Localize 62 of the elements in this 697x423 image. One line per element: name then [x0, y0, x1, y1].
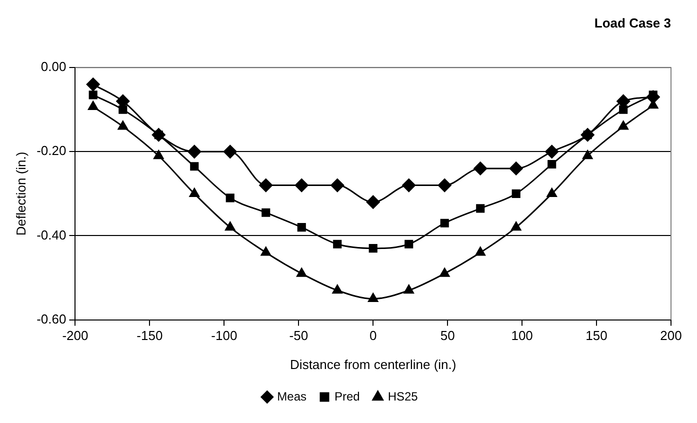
point — [474, 162, 488, 176]
point — [188, 144, 202, 158]
point — [223, 144, 237, 158]
point — [546, 188, 557, 197]
point — [404, 240, 414, 248]
point — [440, 268, 450, 277]
point — [511, 222, 522, 231]
point — [509, 162, 523, 176]
point — [86, 78, 100, 92]
x-tick-label: 100 — [511, 328, 533, 344]
point — [190, 162, 199, 171]
point — [582, 150, 593, 160]
point — [618, 120, 628, 130]
point — [368, 293, 378, 302]
x-axis-title: Distance from centerline (in.) — [290, 356, 456, 372]
point — [438, 178, 452, 192]
point — [545, 144, 559, 158]
point — [226, 194, 234, 202]
point — [402, 178, 416, 192]
x-tick-label: -150 — [136, 328, 163, 344]
point — [297, 223, 306, 232]
point — [512, 189, 520, 198]
point — [259, 178, 273, 192]
legend-label: Pred — [334, 389, 360, 404]
x-tick-label: -100 — [211, 328, 238, 344]
point — [366, 195, 380, 209]
point — [262, 208, 270, 217]
point — [333, 240, 342, 248]
point — [330, 178, 344, 192]
x-tick-label: 0 — [370, 328, 377, 344]
point — [189, 188, 200, 197]
point — [225, 222, 236, 231]
x-tick-label: 150 — [586, 328, 608, 344]
point — [294, 178, 308, 192]
y-tick-label: -0.20 — [36, 143, 66, 158]
point — [475, 246, 486, 256]
point — [404, 284, 414, 294]
point — [154, 150, 164, 160]
chart-title: Load Case 3 — [594, 15, 671, 30]
x-tick-label: 50 — [440, 328, 455, 344]
y-tick-label: -0.60 — [36, 311, 66, 326]
point — [476, 204, 485, 213]
point — [440, 218, 449, 228]
x-tick-label: 200 — [660, 328, 682, 344]
y-tick-label: 0.00 — [40, 59, 66, 74]
point — [118, 120, 128, 130]
point — [88, 90, 98, 100]
x-tick-label: -50 — [289, 328, 308, 344]
y-axis-title: Deflection (in.) — [13, 152, 28, 236]
point — [88, 100, 98, 110]
point — [619, 105, 628, 114]
point — [332, 284, 342, 294]
y-tick-label: -0.40 — [36, 227, 66, 242]
point — [118, 105, 128, 114]
point — [260, 246, 271, 256]
point — [548, 160, 556, 169]
point — [368, 244, 378, 253]
legend-label: HS25 — [388, 389, 418, 404]
legend-label: Meas — [277, 389, 306, 404]
x-tick-label: -200 — [62, 328, 88, 344]
point — [646, 90, 660, 104]
point — [296, 268, 307, 277]
